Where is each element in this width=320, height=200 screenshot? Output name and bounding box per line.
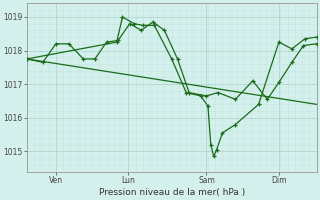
X-axis label: Pression niveau de la mer( hPa ): Pression niveau de la mer( hPa ) — [99, 188, 245, 197]
